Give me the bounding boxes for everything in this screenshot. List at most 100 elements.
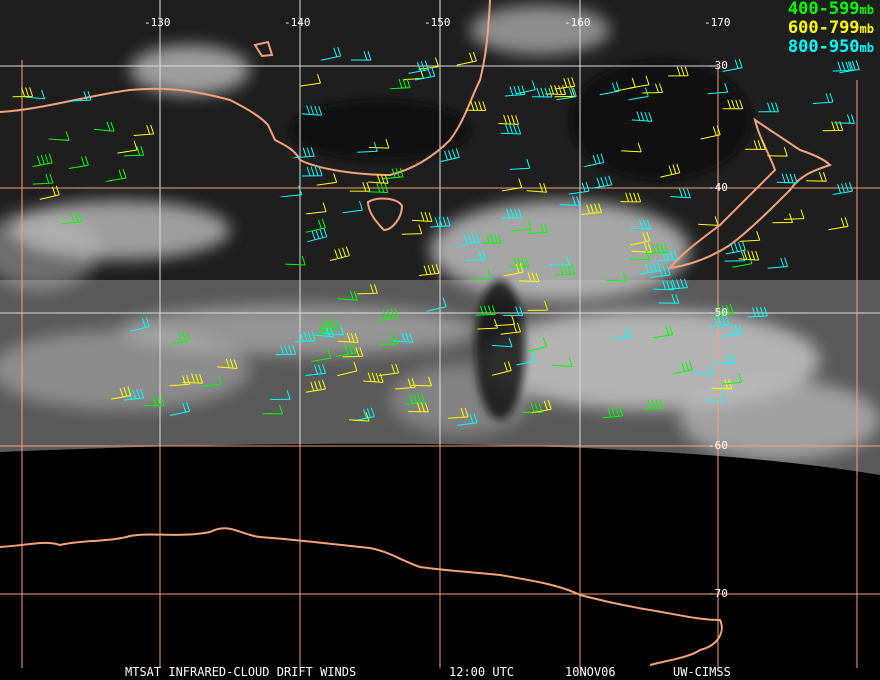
wind-barb	[828, 217, 849, 231]
wind-barb	[329, 246, 350, 261]
wind-barb	[408, 402, 429, 413]
wind-barb	[170, 331, 191, 345]
wind-barb	[392, 332, 414, 343]
wind-barb	[367, 183, 389, 193]
wind-barb	[839, 60, 860, 74]
date-label: 10NOV06	[565, 665, 616, 679]
wind-barb	[471, 269, 492, 281]
coastline-tasmania	[366, 197, 404, 232]
wind-barb	[70, 90, 92, 102]
lat-label: -30	[708, 59, 728, 72]
wind-barb	[368, 138, 390, 149]
wind-barb	[498, 114, 520, 125]
wind-barb	[747, 306, 768, 318]
wind-barb	[305, 379, 326, 393]
wind-barb	[404, 393, 426, 405]
wind-barb	[692, 365, 714, 376]
wind-barb	[302, 166, 323, 177]
wind-barb	[629, 250, 650, 261]
wind-barb	[670, 188, 691, 199]
wind-barb	[767, 257, 789, 269]
legend-unit: mb	[859, 22, 874, 36]
wind-barb	[311, 322, 332, 338]
lon-label: -170	[704, 16, 731, 29]
coastlines	[0, 0, 832, 666]
wind-barb	[592, 175, 613, 189]
wind-barbs	[12, 46, 860, 426]
wind-barb	[668, 66, 689, 77]
wind-barb	[357, 142, 378, 153]
wind-barb	[307, 227, 328, 243]
wind-barb	[531, 87, 553, 98]
wind-barb	[336, 343, 357, 357]
wind-barb	[62, 212, 83, 225]
legend-unit: mb	[859, 3, 874, 17]
wind-barb	[509, 159, 531, 170]
wind-barb	[552, 357, 573, 367]
wind-barb	[285, 255, 306, 266]
wind-barb	[281, 185, 303, 198]
wind-barb	[554, 77, 576, 90]
wind-barb	[430, 216, 451, 228]
wind-barb	[738, 250, 760, 261]
wind-barb	[354, 407, 375, 422]
wind-barb	[569, 182, 590, 195]
wind-barb	[502, 306, 524, 316]
wind-barb	[111, 386, 132, 400]
lon-label: -130	[144, 16, 171, 29]
lon-label: -150	[424, 16, 451, 29]
wind-barb	[411, 211, 433, 222]
wind-barb	[672, 360, 693, 375]
wind-barb	[94, 121, 115, 132]
wind-barb	[700, 125, 721, 140]
wind-barb	[477, 318, 498, 330]
wind-barb	[630, 219, 651, 230]
wind-barb	[705, 391, 726, 401]
wind-barb	[318, 319, 340, 330]
wind-barb	[503, 263, 524, 277]
wind-barb	[301, 105, 323, 116]
wind-barb	[12, 87, 34, 98]
wind-barb	[650, 265, 671, 278]
wind-barb	[783, 209, 805, 220]
wind-barb	[481, 233, 502, 244]
wind-barb	[129, 317, 150, 332]
wind-barb	[739, 231, 761, 242]
wind-barb	[581, 203, 602, 215]
wind-barb	[337, 361, 358, 377]
wind-barb	[169, 402, 191, 416]
wind-barb	[378, 308, 399, 322]
wind-barb	[545, 84, 567, 95]
wind-barb	[722, 99, 744, 110]
lat-label: -70	[708, 587, 728, 600]
wind-barb	[217, 358, 238, 369]
wind-barb	[415, 66, 436, 81]
wind-barb	[767, 146, 788, 157]
wind-barb	[419, 264, 440, 276]
wind-barb	[772, 213, 793, 224]
wind-barb	[707, 82, 729, 95]
wind-barb	[526, 182, 548, 193]
wind-barb	[275, 345, 297, 356]
wind-barb	[806, 171, 827, 182]
legend-range: 600-799	[787, 18, 860, 38]
wind-barb	[418, 57, 439, 70]
wind-barb	[559, 196, 581, 206]
legend-entry-600-799: 600-799mb	[788, 19, 874, 38]
wind-barb	[457, 413, 478, 426]
wind-barb	[715, 354, 736, 365]
wind-barb	[465, 250, 487, 261]
wind-barb	[411, 376, 432, 387]
wind-barb	[401, 224, 423, 235]
wind-barb	[408, 60, 429, 74]
wind-barb	[338, 332, 359, 343]
wind-barb	[49, 131, 70, 141]
wind-barb	[549, 256, 570, 266]
wind-barb	[305, 218, 326, 233]
wind-barb	[515, 80, 536, 95]
wind-barb	[722, 324, 743, 338]
wind-barb	[117, 140, 138, 154]
coastline-new-zealand	[667, 117, 832, 270]
wind-barb	[508, 257, 530, 268]
wind-barb	[667, 278, 688, 290]
